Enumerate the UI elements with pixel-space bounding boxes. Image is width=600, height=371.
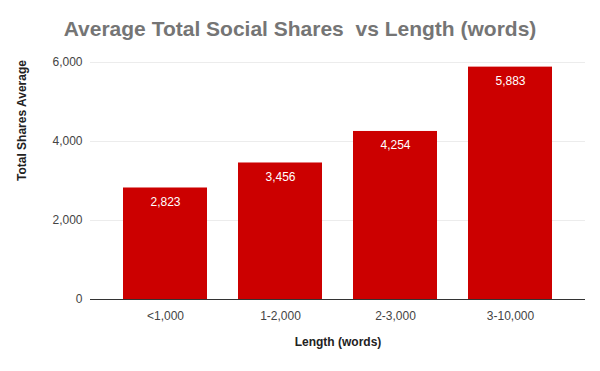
svg-text:<1,000: <1,000	[147, 309, 184, 323]
svg-text:Length (words): Length (words)	[295, 335, 382, 349]
svg-text:4,254: 4,254	[380, 138, 410, 152]
svg-text:1-2,000: 1-2,000	[260, 309, 301, 323]
svg-text:2,000: 2,000	[52, 213, 82, 227]
svg-text:2,823: 2,823	[150, 195, 180, 209]
svg-text:3,456: 3,456	[265, 170, 295, 184]
svg-text:4,000: 4,000	[52, 134, 82, 148]
svg-text:Total Shares Average: Total Shares Average	[15, 60, 29, 181]
svg-text:0: 0	[76, 292, 83, 306]
svg-text:5,883: 5,883	[495, 74, 525, 88]
html-text:Average Total Social Shares vs: Average Total Social Shares vs Length (w…	[63, 17, 537, 40]
svg-text:3-10,000: 3-10,000	[487, 309, 535, 323]
svg-text:6,000: 6,000	[52, 55, 82, 69]
svg-text:2-3,000: 2-3,000	[375, 309, 416, 323]
